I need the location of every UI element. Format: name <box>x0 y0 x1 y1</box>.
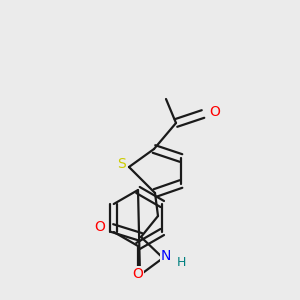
Text: O: O <box>133 267 143 281</box>
Text: O: O <box>94 220 105 234</box>
Text: O: O <box>210 105 220 119</box>
Text: H: H <box>176 256 186 269</box>
Text: N: N <box>161 249 171 263</box>
Text: S: S <box>117 157 125 171</box>
